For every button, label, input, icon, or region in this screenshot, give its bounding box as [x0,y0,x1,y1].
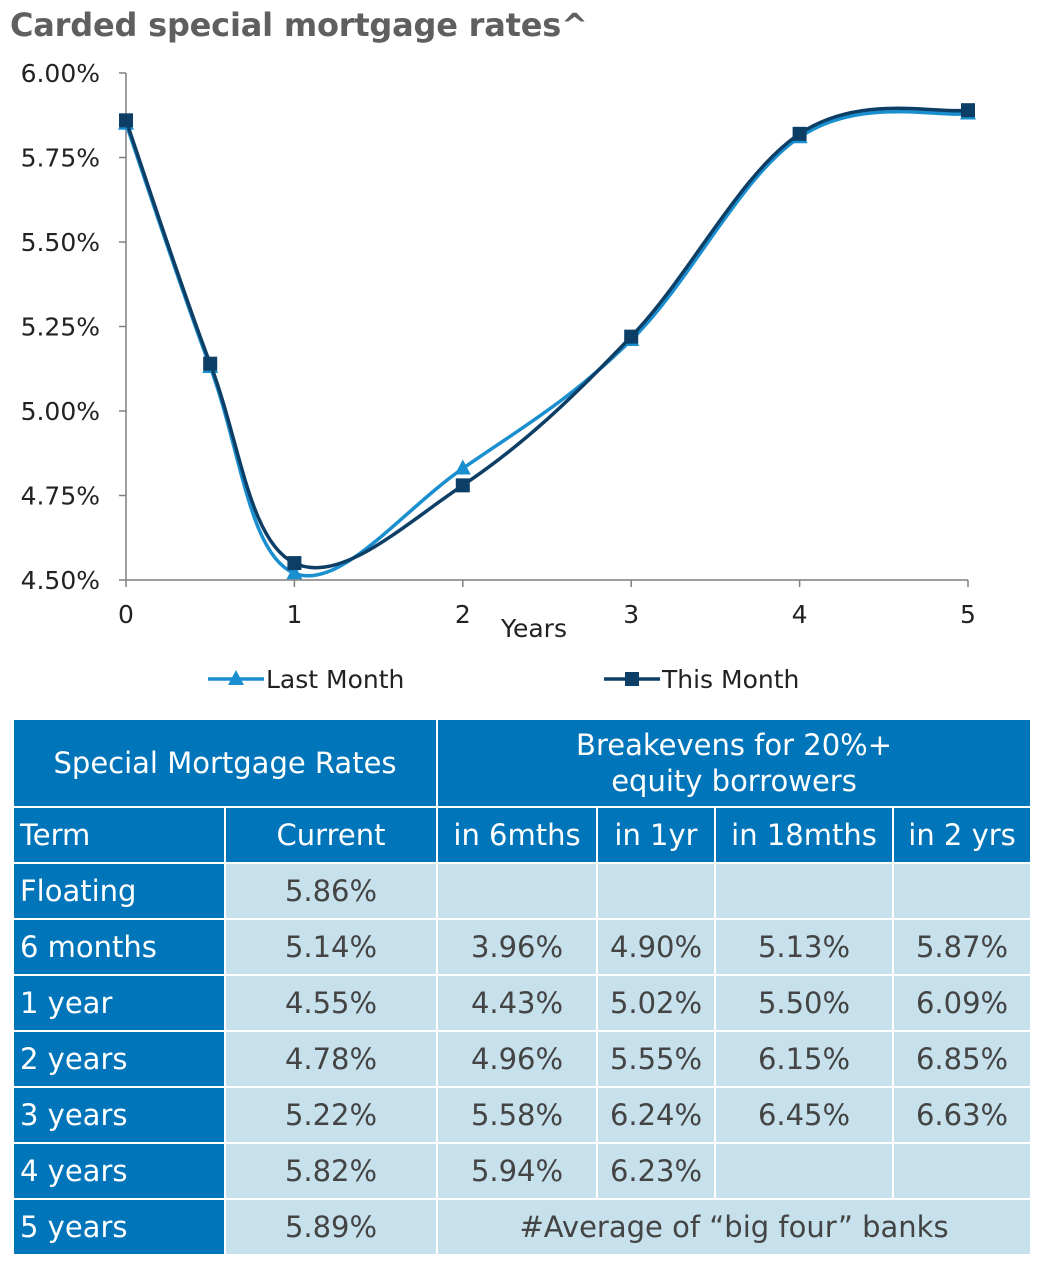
this-month-point [792,126,807,141]
table-row: 2 years 4.78% 4.96% 5.55% 6.15% 6.85% [12,1030,1033,1088]
y-tick-label: 6.00% [21,59,100,88]
term-cell: 1 year [12,974,226,1032]
breakeven-cell [714,1142,895,1200]
column-header: in 2 yrs [892,806,1033,864]
this-month-point [624,329,639,344]
this-month-point [287,556,302,571]
table-row: 6 months 5.14% 3.96% 4.90% 5.13% 5.87% [12,918,1033,976]
column-header: in 6mths [436,806,599,864]
current-rate-cell: 5.86% [223,862,439,920]
breakeven-cell: 6.15% [714,1030,895,1088]
x-axis-label: Years [500,614,567,643]
breakeven-cell: 4.96% [436,1030,599,1088]
breakeven-cell: 5.55% [596,1030,717,1088]
x-tick-label: 3 [623,600,639,629]
table-row: 3 years 5.22% 5.58% 6.24% 6.45% 6.63% [12,1086,1033,1144]
table-header-special-rates: Special Mortgage Rates [11,718,439,808]
last-month-point [454,459,471,475]
term-cell: Floating [12,862,226,920]
legend-marker-this-month [625,672,639,686]
this-month-line [124,106,969,570]
current-rate-cell: 5.89% [223,1198,439,1256]
current-rate-cell: 5.82% [223,1142,439,1200]
y-tick-label: 5.75% [21,144,100,173]
legend-marker-last-month [228,670,244,685]
legend-label-this-month: This Month [661,665,799,694]
current-rate-cell: 4.55% [223,974,439,1032]
y-tick-label: 5.00% [21,397,100,426]
breakeven-cell: 4.90% [596,918,717,976]
breakeven-cell: 5.02% [596,974,717,1032]
y-tick-label: 5.25% [21,313,100,342]
x-tick-label: 5 [960,600,976,629]
current-rate-cell: 5.22% [223,1086,439,1144]
breakeven-cell [436,862,599,920]
this-month-point [961,103,975,118]
y-tick-label: 5.50% [21,228,100,257]
breakeven-cell: 5.94% [436,1142,599,1200]
legend-label-last-month: Last Month [266,665,404,694]
x-tick-label: 4 [792,600,808,629]
table-header-breakevens: Breakevens for 20%+ equity borrowers [436,718,1033,808]
breakeven-cell: 6.63% [892,1086,1033,1144]
breakeven-cell: 5.13% [714,918,895,976]
breakeven-cell: 6.85% [892,1030,1033,1088]
column-header: Term [12,806,226,864]
last-month-point [286,564,303,580]
table-footnote: #Average of “big four” banks [436,1198,1033,1256]
y-tick-label: 4.50% [21,566,100,595]
term-cell: 6 months [12,918,226,976]
breakeven-cell: 6.23% [596,1142,717,1200]
breakeven-cell: 6.09% [892,974,1033,1032]
breakeven-cell [596,862,717,920]
column-header: in 1yr [596,806,717,864]
breakeven-cell: 6.45% [714,1086,895,1144]
breakeven-cell: 5.58% [436,1086,599,1144]
x-tick-label: 0 [118,600,134,629]
term-cell: 4 years [12,1142,226,1200]
y-tick-label: 4.75% [21,482,100,511]
this-month-point [455,478,470,493]
breakeven-cell: 3.96% [436,918,599,976]
breakeven-cell: 5.50% [714,974,895,1032]
table-row: 5 years 5.89% #Average of “big four” banks [12,1198,1033,1256]
x-tick-label: 2 [455,600,471,629]
table-row: Floating 5.86% [12,862,1033,920]
table-row: 1 year 4.55% 4.43% 5.02% 5.50% 6.09% [12,974,1033,1032]
breakeven-cell [892,862,1033,920]
this-month-point [119,113,133,128]
current-rate-cell: 5.14% [223,918,439,976]
mortgage-rates-table: Special Mortgage Rates Breakevens for 20%… [11,718,1033,1256]
breakeven-cell [714,862,895,920]
current-rate-cell: 4.78% [223,1030,439,1088]
x-tick-label: 1 [286,600,302,629]
breakeven-cell: 5.87% [892,918,1033,976]
this-month-point [203,356,218,371]
chart-title: Carded special mortgage rates^ [10,6,588,44]
table-row: 4 years 5.82% 5.94% 6.23% [12,1142,1033,1200]
column-header: Current [223,806,439,864]
line-chart: 4.50% 4.75% 5.00% 5.25% 5.50% 5.75% 6.00% 0 1 2 3 4… [21,59,976,694]
breakeven-cell [892,1142,1033,1200]
column-header: in 18mths [714,806,895,864]
term-cell: 5 years [12,1198,226,1256]
breakeven-cell: 6.24% [596,1086,717,1144]
breakeven-cell: 4.43% [436,974,599,1032]
term-cell: 2 years [12,1030,226,1088]
term-cell: 3 years [12,1086,226,1144]
